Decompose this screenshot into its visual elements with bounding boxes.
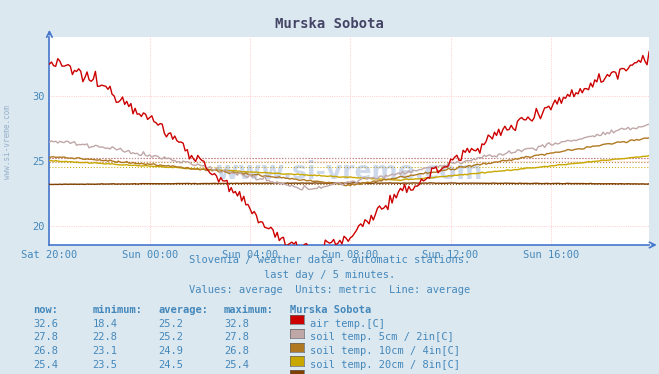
Text: 26.8: 26.8 [33, 346, 58, 356]
Text: 25.2: 25.2 [158, 319, 183, 329]
Text: air temp.[C]: air temp.[C] [310, 319, 385, 329]
Text: 18.4: 18.4 [92, 319, 117, 329]
Text: 27.8: 27.8 [33, 332, 58, 343]
Text: 32.8: 32.8 [224, 319, 249, 329]
Text: Slovenia / weather data - automatic stations.: Slovenia / weather data - automatic stat… [189, 255, 470, 265]
Text: last day / 5 minutes.: last day / 5 minutes. [264, 270, 395, 280]
Text: soil temp. 20cm / 8in[C]: soil temp. 20cm / 8in[C] [310, 360, 460, 370]
Text: 24.9: 24.9 [158, 346, 183, 356]
Text: 27.8: 27.8 [224, 332, 249, 343]
Text: Murska Sobota: Murska Sobota [275, 17, 384, 31]
Text: www.si-vreme.com: www.si-vreme.com [3, 105, 13, 179]
Text: 23.5: 23.5 [92, 360, 117, 370]
Text: 24.5: 24.5 [158, 360, 183, 370]
Text: 32.6: 32.6 [33, 319, 58, 329]
Text: maximum:: maximum: [224, 305, 274, 315]
Text: 25.4: 25.4 [224, 360, 249, 370]
Text: 26.8: 26.8 [224, 346, 249, 356]
Text: Values: average  Units: metric  Line: average: Values: average Units: metric Line: aver… [189, 285, 470, 295]
Text: 22.8: 22.8 [92, 332, 117, 343]
Text: 25.2: 25.2 [158, 332, 183, 343]
Text: average:: average: [158, 305, 208, 315]
Text: 25.4: 25.4 [33, 360, 58, 370]
Text: Murska Sobota: Murska Sobota [290, 305, 371, 315]
Text: minimum:: minimum: [92, 305, 142, 315]
Text: soil temp. 5cm / 2in[C]: soil temp. 5cm / 2in[C] [310, 332, 453, 343]
Text: www.si-vreme.com: www.si-vreme.com [215, 160, 483, 184]
Text: soil temp. 10cm / 4in[C]: soil temp. 10cm / 4in[C] [310, 346, 460, 356]
Text: 23.1: 23.1 [92, 346, 117, 356]
Text: now:: now: [33, 305, 58, 315]
